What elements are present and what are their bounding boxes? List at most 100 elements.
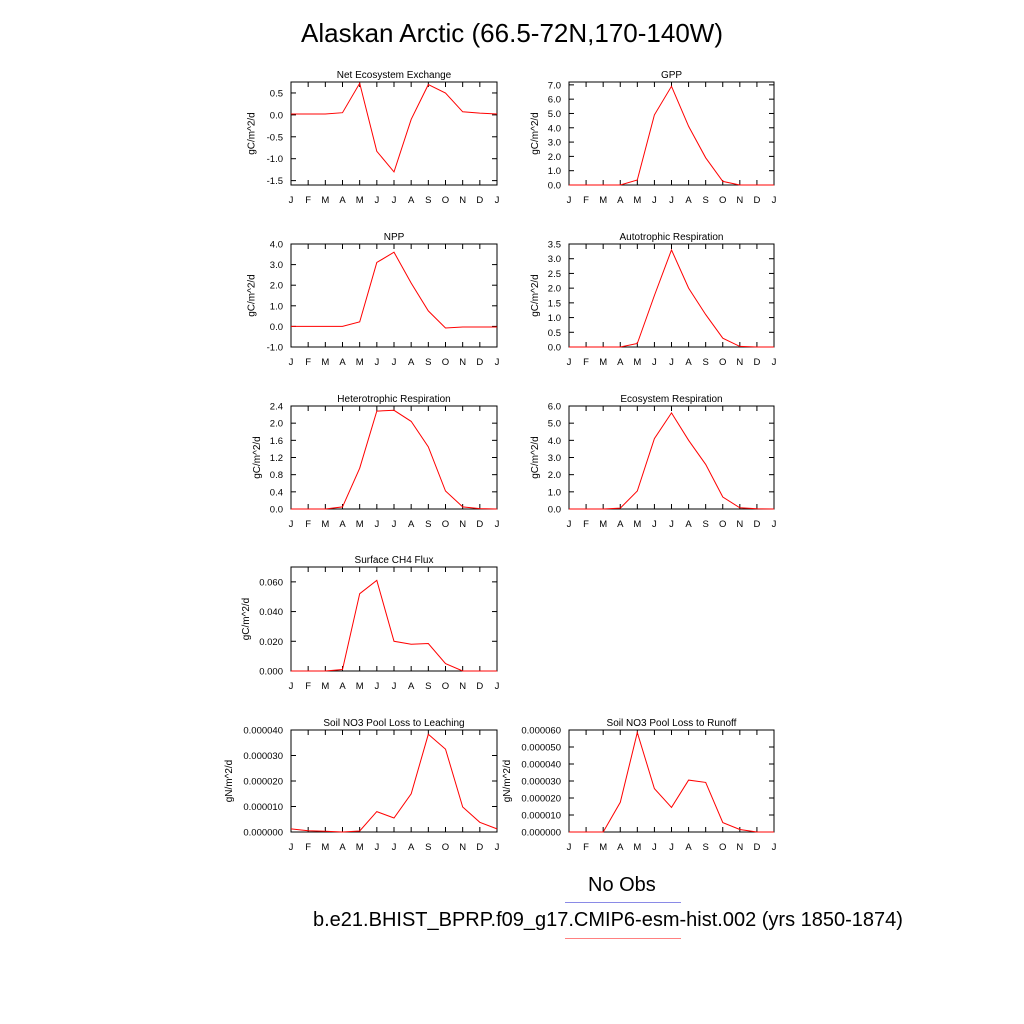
y-axis-label: gC/m^2/d — [530, 112, 541, 155]
x-tick-label: M — [599, 195, 607, 206]
series-line — [569, 85, 774, 186]
x-tick-label: M — [633, 357, 641, 368]
y-tick-label: 3.0 — [270, 260, 283, 271]
y-tick-label: 0.000030 — [243, 751, 283, 762]
x-tick-label: F — [305, 357, 311, 368]
x-tick-label: J — [772, 357, 777, 368]
chart-8: Soil NO3 Pool Loss to Runoff 0.000060 0.00… — [502, 718, 776, 853]
y-tick-label: 0.000020 — [521, 794, 561, 805]
plot-frame — [290, 81, 498, 186]
x-tick-label: O — [442, 519, 449, 530]
y-tick-label: 4.0 — [548, 123, 561, 134]
x-tick-label: J — [652, 195, 657, 206]
x-tick-label: A — [617, 195, 624, 206]
y-tick-label: 2.0 — [548, 284, 561, 295]
x-tick-label: J — [567, 842, 572, 853]
y-tick-label: 0.060 — [259, 577, 283, 588]
x-tick-label: F — [583, 357, 589, 368]
x-tick-label: M — [633, 842, 641, 853]
y-tick-label: 6.0 — [548, 402, 561, 413]
x-tick-label: J — [652, 842, 657, 853]
x-tick-label: J — [495, 357, 500, 368]
x-tick-label: D — [753, 357, 760, 368]
y-tick-label: 0.040 — [259, 607, 283, 618]
chart-title: NPP — [384, 232, 405, 243]
x-tick-label: A — [408, 357, 415, 368]
y-tick-label: 0.000 — [259, 667, 283, 678]
x-tick-label: J — [652, 519, 657, 530]
y-tick-label: 0.0 — [548, 343, 561, 354]
x-tick-label: N — [459, 519, 466, 530]
x-tick-label: J — [567, 519, 572, 530]
plot-frame — [290, 405, 498, 510]
y-axis-label: gN/m^2/d — [224, 760, 235, 803]
chart-3: Autotrophic Respiration 3.5 3.0 2.5 2.0 1.5 1.… — [530, 232, 776, 368]
y-tick-label: 7.0 — [548, 80, 561, 91]
x-tick-label: A — [408, 519, 415, 530]
x-tick-label: M — [321, 519, 329, 530]
y-axis-label: gC/m^2/d — [247, 274, 258, 317]
x-tick-label: S — [702, 357, 708, 368]
x-tick-label: J — [289, 842, 294, 853]
x-tick-label: D — [753, 195, 760, 206]
x-tick-label: O — [442, 357, 449, 368]
y-tick-label: 2.0 — [270, 281, 283, 292]
x-tick-label: S — [425, 519, 431, 530]
y-tick-label: 0.000010 — [243, 802, 283, 813]
x-tick-label: F — [305, 842, 311, 853]
x-tick-label: J — [495, 681, 500, 692]
chart-title: Heterotrophic Respiration — [337, 394, 450, 405]
y-tick-label: 0.000030 — [521, 777, 561, 788]
x-tick-label: J — [772, 842, 777, 853]
x-tick-label: J — [289, 681, 294, 692]
plot-frame — [568, 243, 775, 348]
y-tick-label: 5.0 — [548, 109, 561, 120]
y-tick-label: 0.0 — [548, 505, 561, 516]
x-tick-label: A — [617, 357, 624, 368]
x-tick-label: D — [476, 357, 483, 368]
x-tick-label: J — [374, 681, 379, 692]
plot-frame — [290, 566, 498, 672]
x-tick-label: A — [685, 195, 692, 206]
y-tick-label: 6.0 — [548, 95, 561, 106]
x-tick-label: J — [772, 519, 777, 530]
x-tick-label: J — [669, 842, 674, 853]
y-tick-label: 3.0 — [548, 453, 561, 464]
legend-model-line — [565, 938, 681, 939]
chart-title: Net Ecosystem Exchange — [337, 70, 452, 81]
x-tick-label: J — [289, 519, 294, 530]
x-tick-label: J — [772, 195, 777, 206]
y-axis-label: gC/m^2/d — [530, 274, 541, 317]
chart-title: Soil NO3 Pool Loss to Leaching — [323, 718, 464, 729]
x-tick-label: M — [599, 842, 607, 853]
y-tick-label: 4.0 — [270, 240, 283, 251]
y-tick-label: 0.000040 — [243, 726, 283, 737]
y-tick-label: 1.0 — [548, 166, 561, 177]
x-tick-label: N — [459, 357, 466, 368]
y-tick-label: -1.5 — [267, 176, 283, 187]
y-tick-label: 0.0 — [270, 110, 283, 121]
x-tick-label: S — [425, 357, 431, 368]
x-tick-label: J — [392, 519, 397, 530]
x-tick-label: J — [567, 357, 572, 368]
y-tick-label: 0.000060 — [521, 726, 561, 737]
y-tick-label: 0.4 — [270, 487, 283, 498]
x-tick-label: O — [719, 195, 726, 206]
chart-title: Ecosystem Respiration — [620, 394, 722, 405]
x-tick-label: A — [339, 519, 346, 530]
chart-4: Heterotrophic Respiration 2.4 2.0 1.6 1.2 0.8… — [252, 394, 499, 530]
x-tick-label: M — [321, 681, 329, 692]
x-tick-label: N — [459, 195, 466, 206]
x-tick-label: M — [356, 519, 364, 530]
chart-0: Net Ecosystem Exchange 0.5 0.0 -0.5 -1.0 -1.5… — [247, 70, 500, 206]
x-tick-label: J — [495, 519, 500, 530]
series-line — [291, 579, 497, 672]
y-tick-label: 1.0 — [548, 313, 561, 324]
y-tick-label: -1.0 — [267, 343, 283, 354]
x-tick-label: M — [599, 357, 607, 368]
y-axis-label: gC/m^2/d — [247, 112, 258, 155]
y-tick-label: 2.0 — [548, 470, 561, 481]
y-tick-label: 0.0 — [548, 181, 561, 192]
